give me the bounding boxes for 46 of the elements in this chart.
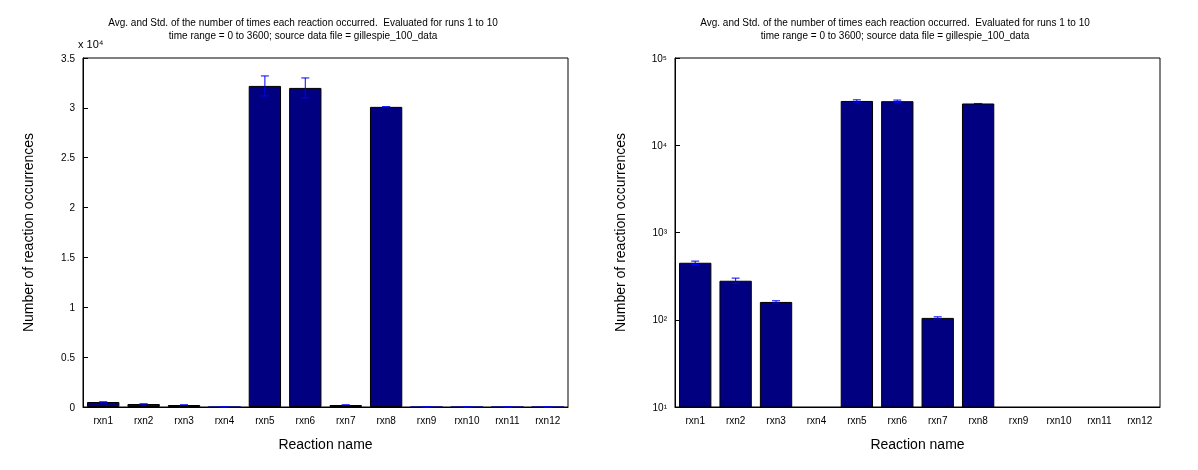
y-tick-label: 1.5 <box>61 251 76 263</box>
x-tick-label: rxn7 <box>927 414 948 426</box>
x-tick-label: rxn2 <box>725 414 746 426</box>
y-tick-label: 10⁵ <box>651 52 667 64</box>
chart-subtitle: time range = 0 to 3600; source data file = gillespie_100_data <box>168 29 438 41</box>
y-tick-label: 10⁴ <box>651 139 667 151</box>
y-tick-label: 3.5 <box>61 52 76 64</box>
y-tick-label: 10¹ <box>652 401 668 413</box>
x-tick-label: rxn5 <box>255 414 276 426</box>
x-tick-label: rxn11 <box>495 414 520 426</box>
chart-title: Avg. and Std. of the number of times each reaction occurred. Evaluated for runs 1 to 10 <box>108 16 499 28</box>
x-tick-label: rxn7 <box>335 414 356 426</box>
x-tick-label: rxn8 <box>376 414 397 426</box>
y-tick-label: 1 <box>69 301 76 313</box>
x-tick-label: rxn6 <box>887 414 908 426</box>
y-tick-label: 0 <box>69 401 76 413</box>
x-tick-label: rxn5 <box>847 414 868 426</box>
y-tick-label: 10² <box>652 314 668 326</box>
y-tick-label: 10³ <box>652 227 668 238</box>
x-tick-label: rxn1 <box>93 414 114 426</box>
x-tick-label: rxn11 <box>1087 414 1112 426</box>
x-tick-label: rxn4 <box>806 414 827 426</box>
x-tick-label: rxn6 <box>295 414 316 426</box>
x-tick-label: rxn10 <box>1046 414 1072 426</box>
y-tick-label: 2 <box>69 202 76 214</box>
x-tick-label: rxn12 <box>1127 414 1153 426</box>
y-axis-title: Number of reaction occurrences <box>612 132 628 333</box>
y-tick-label: 2.5 <box>61 152 76 164</box>
x-tick-label: rxn8 <box>968 414 989 426</box>
y-tick-label: 0.5 <box>61 351 76 363</box>
y-tick-label: 3 <box>69 102 76 114</box>
text: x 10⁴ <box>78 37 104 50</box>
x-tick-label: rxn9 <box>1008 414 1029 426</box>
x-axis-title: Reaction name <box>870 436 965 452</box>
x-tick-label: rxn3 <box>174 414 195 426</box>
y-axis-title: Number of reaction occurrences <box>20 132 36 333</box>
x-axis-title: Reaction name <box>278 436 373 452</box>
x-tick-label: rxn1 <box>685 414 706 426</box>
chart-title: Avg. and Std. of the number of times each reaction occurred. Evaluated for runs 1 to 10 <box>700 16 1091 28</box>
x-tick-label: rxn12 <box>535 414 561 426</box>
x-tick-label: rxn9 <box>416 414 437 426</box>
x-tick-label: rxn2 <box>133 414 154 426</box>
chart-subtitle: time range = 0 to 3600; source data file = gillespie_100_data <box>760 29 1030 41</box>
x-tick-label: rxn10 <box>454 414 480 426</box>
x-tick-label: rxn4 <box>214 414 235 426</box>
x-tick-label: rxn3 <box>766 414 787 426</box>
